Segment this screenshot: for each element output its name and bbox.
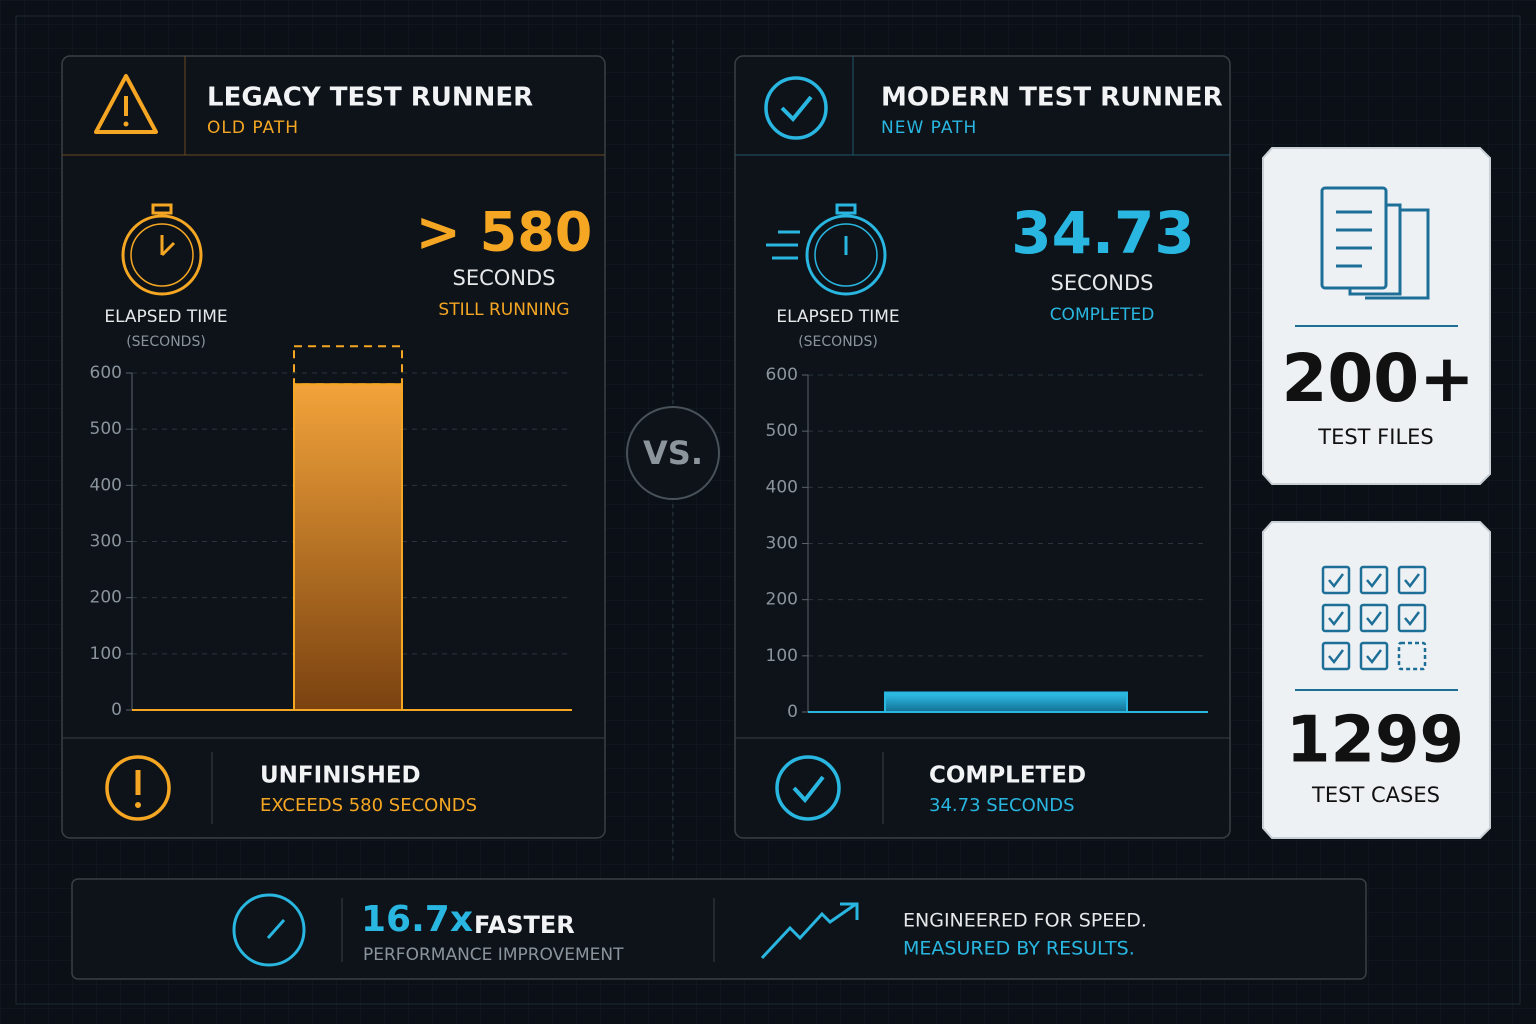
stat-label: TEST CASES xyxy=(1311,783,1440,807)
value-label: 34.73 xyxy=(1011,199,1194,267)
stat-value: 200+ xyxy=(1281,340,1474,417)
y-tick-label: 300 xyxy=(766,534,798,554)
checkbox-icon xyxy=(1397,565,1427,595)
check xyxy=(1404,611,1420,627)
panel-subtitle: OLD PATH xyxy=(207,118,299,138)
status: COMPLETED xyxy=(1050,305,1155,325)
panel-subtitle: NEW PATH xyxy=(881,118,977,138)
vs-text: VS. xyxy=(643,434,703,472)
check xyxy=(1328,573,1344,589)
y-tick-label: 0 xyxy=(787,702,798,722)
check xyxy=(1328,649,1344,665)
y-tick-label: 100 xyxy=(766,646,798,666)
check xyxy=(1366,649,1382,665)
tagline: ENGINEERED FOR SPEED. xyxy=(903,910,1147,932)
check xyxy=(1366,573,1382,589)
value-unit: SECONDS xyxy=(1050,271,1153,295)
tagline: MEASURED BY RESULTS. xyxy=(903,938,1135,960)
y-tick-label: 100 xyxy=(90,644,122,664)
checkbox-icon xyxy=(1321,565,1351,595)
panel-title: MODERN TEST RUNNER xyxy=(881,83,1223,113)
y-tick-label: 600 xyxy=(90,363,122,383)
stat-value: 1299 xyxy=(1286,704,1464,778)
y-tick-label: 400 xyxy=(90,475,122,495)
warning-icon xyxy=(94,74,158,134)
modern-panel: MODERN TEST RUNNER NEW PATH ELAPSED TIME… xyxy=(734,55,1231,839)
check xyxy=(1366,611,1382,627)
footer-detail: 34.73 SECONDS xyxy=(929,795,1075,816)
frame xyxy=(15,15,1521,1005)
y-tick-label: 500 xyxy=(90,419,122,439)
checkbox-icon xyxy=(1359,641,1389,671)
speedup-label: FASTER xyxy=(474,911,575,939)
stopwatch-icon xyxy=(121,203,203,296)
checkbox-icon xyxy=(1321,641,1351,671)
y-tick-label: 200 xyxy=(90,588,122,608)
stat-label: TEST FILES xyxy=(1317,425,1434,449)
y-unit: (SECONDS) xyxy=(798,334,878,350)
gauge-icon xyxy=(232,893,306,967)
footer-detail: EXCEEDS 580 SECONDS xyxy=(260,795,477,816)
y-tick-label: 400 xyxy=(766,477,798,497)
vs-badge xyxy=(626,406,720,500)
checkbox-icon xyxy=(1397,603,1427,633)
banner: 16.7x FASTER PERFORMANCE IMPROVEMENT ENG… xyxy=(71,878,1367,980)
y-tick-label: 300 xyxy=(90,532,122,552)
y-tick-label: 0 xyxy=(111,700,122,720)
trend-icon xyxy=(760,902,859,960)
y-tick-label: 200 xyxy=(766,590,798,610)
checkbox-icon xyxy=(1359,603,1389,633)
stat-card: 1299 TEST CASES xyxy=(1262,521,1491,839)
y-tick-label: 500 xyxy=(766,421,798,441)
footer-title: COMPLETED xyxy=(929,763,1086,789)
y-unit: (SECONDS) xyxy=(126,334,206,350)
value-unit: SECONDS xyxy=(452,266,555,290)
checkbox-icon xyxy=(1397,641,1427,671)
stopwatch-icon xyxy=(766,203,887,296)
footer-title: UNFINISHED xyxy=(260,763,421,789)
status: STILL RUNNING xyxy=(438,300,569,320)
panel-title: LEGACY TEST RUNNER xyxy=(207,83,533,113)
check-icon xyxy=(764,76,828,140)
y-label: ELAPSED TIME xyxy=(776,307,899,327)
value-label: > 580 xyxy=(416,201,593,264)
check xyxy=(1328,611,1344,627)
speedup-detail: PERFORMANCE IMPROVEMENT xyxy=(363,945,624,965)
checkbox-icon xyxy=(1321,603,1351,633)
bar xyxy=(884,691,1128,713)
check xyxy=(1404,573,1420,589)
y-tick-label: 600 xyxy=(766,365,798,385)
y-label: ELAPSED TIME xyxy=(104,307,227,327)
alert-icon xyxy=(105,755,171,821)
bar xyxy=(293,383,403,711)
speedup: 16.7x xyxy=(361,899,473,940)
check-icon xyxy=(775,755,841,821)
checkbox-icon xyxy=(1359,565,1389,595)
stat-card: 200+ TEST FILES xyxy=(1262,147,1491,485)
